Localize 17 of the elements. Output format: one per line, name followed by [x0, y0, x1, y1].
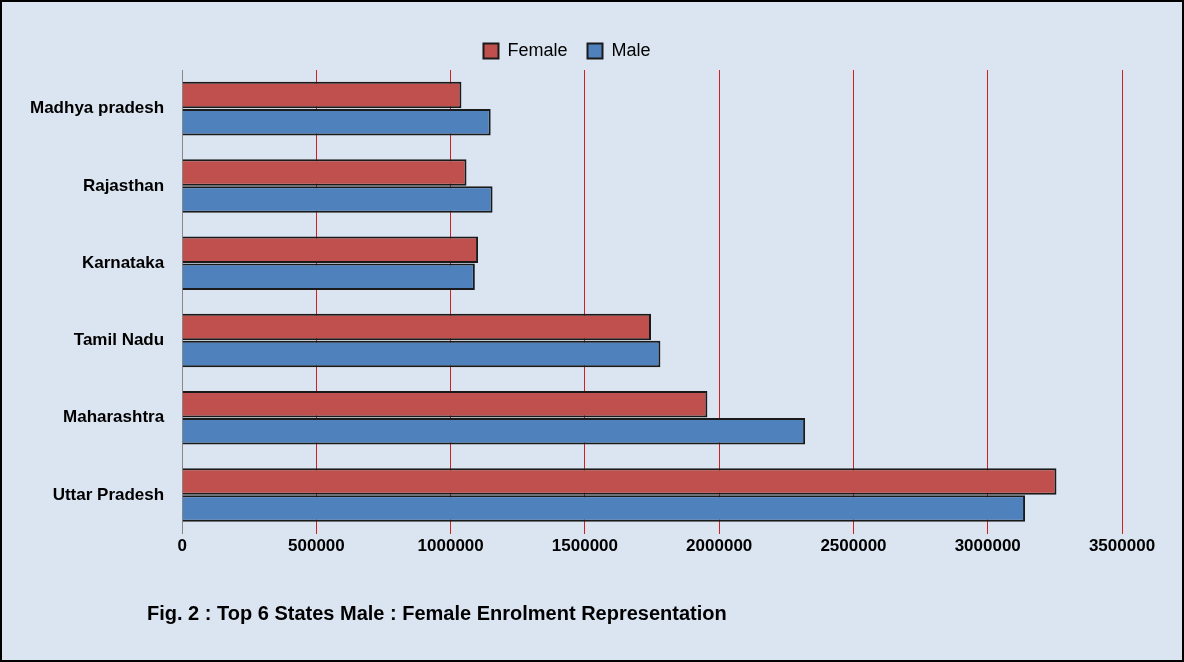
legend-label: Male — [611, 39, 651, 60]
caption: Fig. 2 : Top 6 States Male : Female Enrolment Representation — [147, 602, 727, 625]
x-tick-label: 2500000 — [820, 536, 887, 556]
x-tick-label: 500000 — [288, 536, 345, 556]
y-tick-label: Madhya pradesh — [29, 98, 165, 118]
y-tick-label: Maharashtra — [63, 407, 165, 427]
x-tick-label: 1000000 — [417, 536, 484, 556]
y-tick-label: Rajasthan — [82, 175, 165, 195]
x-tick-label: 1500000 — [551, 536, 619, 556]
y-tick-label: Tamil Nadu — [73, 330, 165, 350]
x-tick-label: 3000000 — [954, 536, 1021, 556]
x-tick-label: 2000000 — [686, 536, 753, 556]
y-tick-label: Uttar Pradesh — [52, 484, 165, 504]
x-tick-label: 3500000 — [1088, 536, 1156, 556]
legend-label: Female — [507, 39, 568, 60]
y-tick-label: Karnataka — [81, 252, 165, 272]
x-tick-label: 0 — [177, 536, 187, 556]
